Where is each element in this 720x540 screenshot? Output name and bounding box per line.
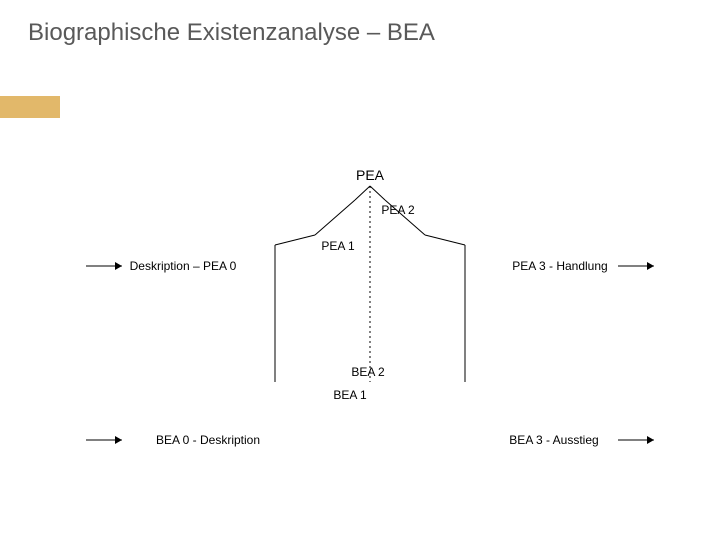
label-desk-pea0: Deskription – PEA 0 <box>130 259 237 273</box>
label-pea2: PEA 2 <box>381 203 414 217</box>
slide: Biographische Existenzanalyse – BEA PEA … <box>0 0 720 540</box>
accent-bar <box>0 96 60 118</box>
label-bea3-aus: BEA 3 - Ausstieg <box>509 433 598 447</box>
label-bea0-desk: BEA 0 - Deskription <box>156 433 260 447</box>
label-pea1: PEA 1 <box>321 239 354 253</box>
label-bea1: BEA 1 <box>333 388 366 402</box>
page-title: Biographische Existenzanalyse – BEA <box>28 18 435 48</box>
label-pea: PEA <box>356 167 384 183</box>
diagram-svg <box>0 0 720 540</box>
label-pea3-h: PEA 3 - Handlung <box>512 259 607 273</box>
label-bea2: BEA 2 <box>351 365 384 379</box>
